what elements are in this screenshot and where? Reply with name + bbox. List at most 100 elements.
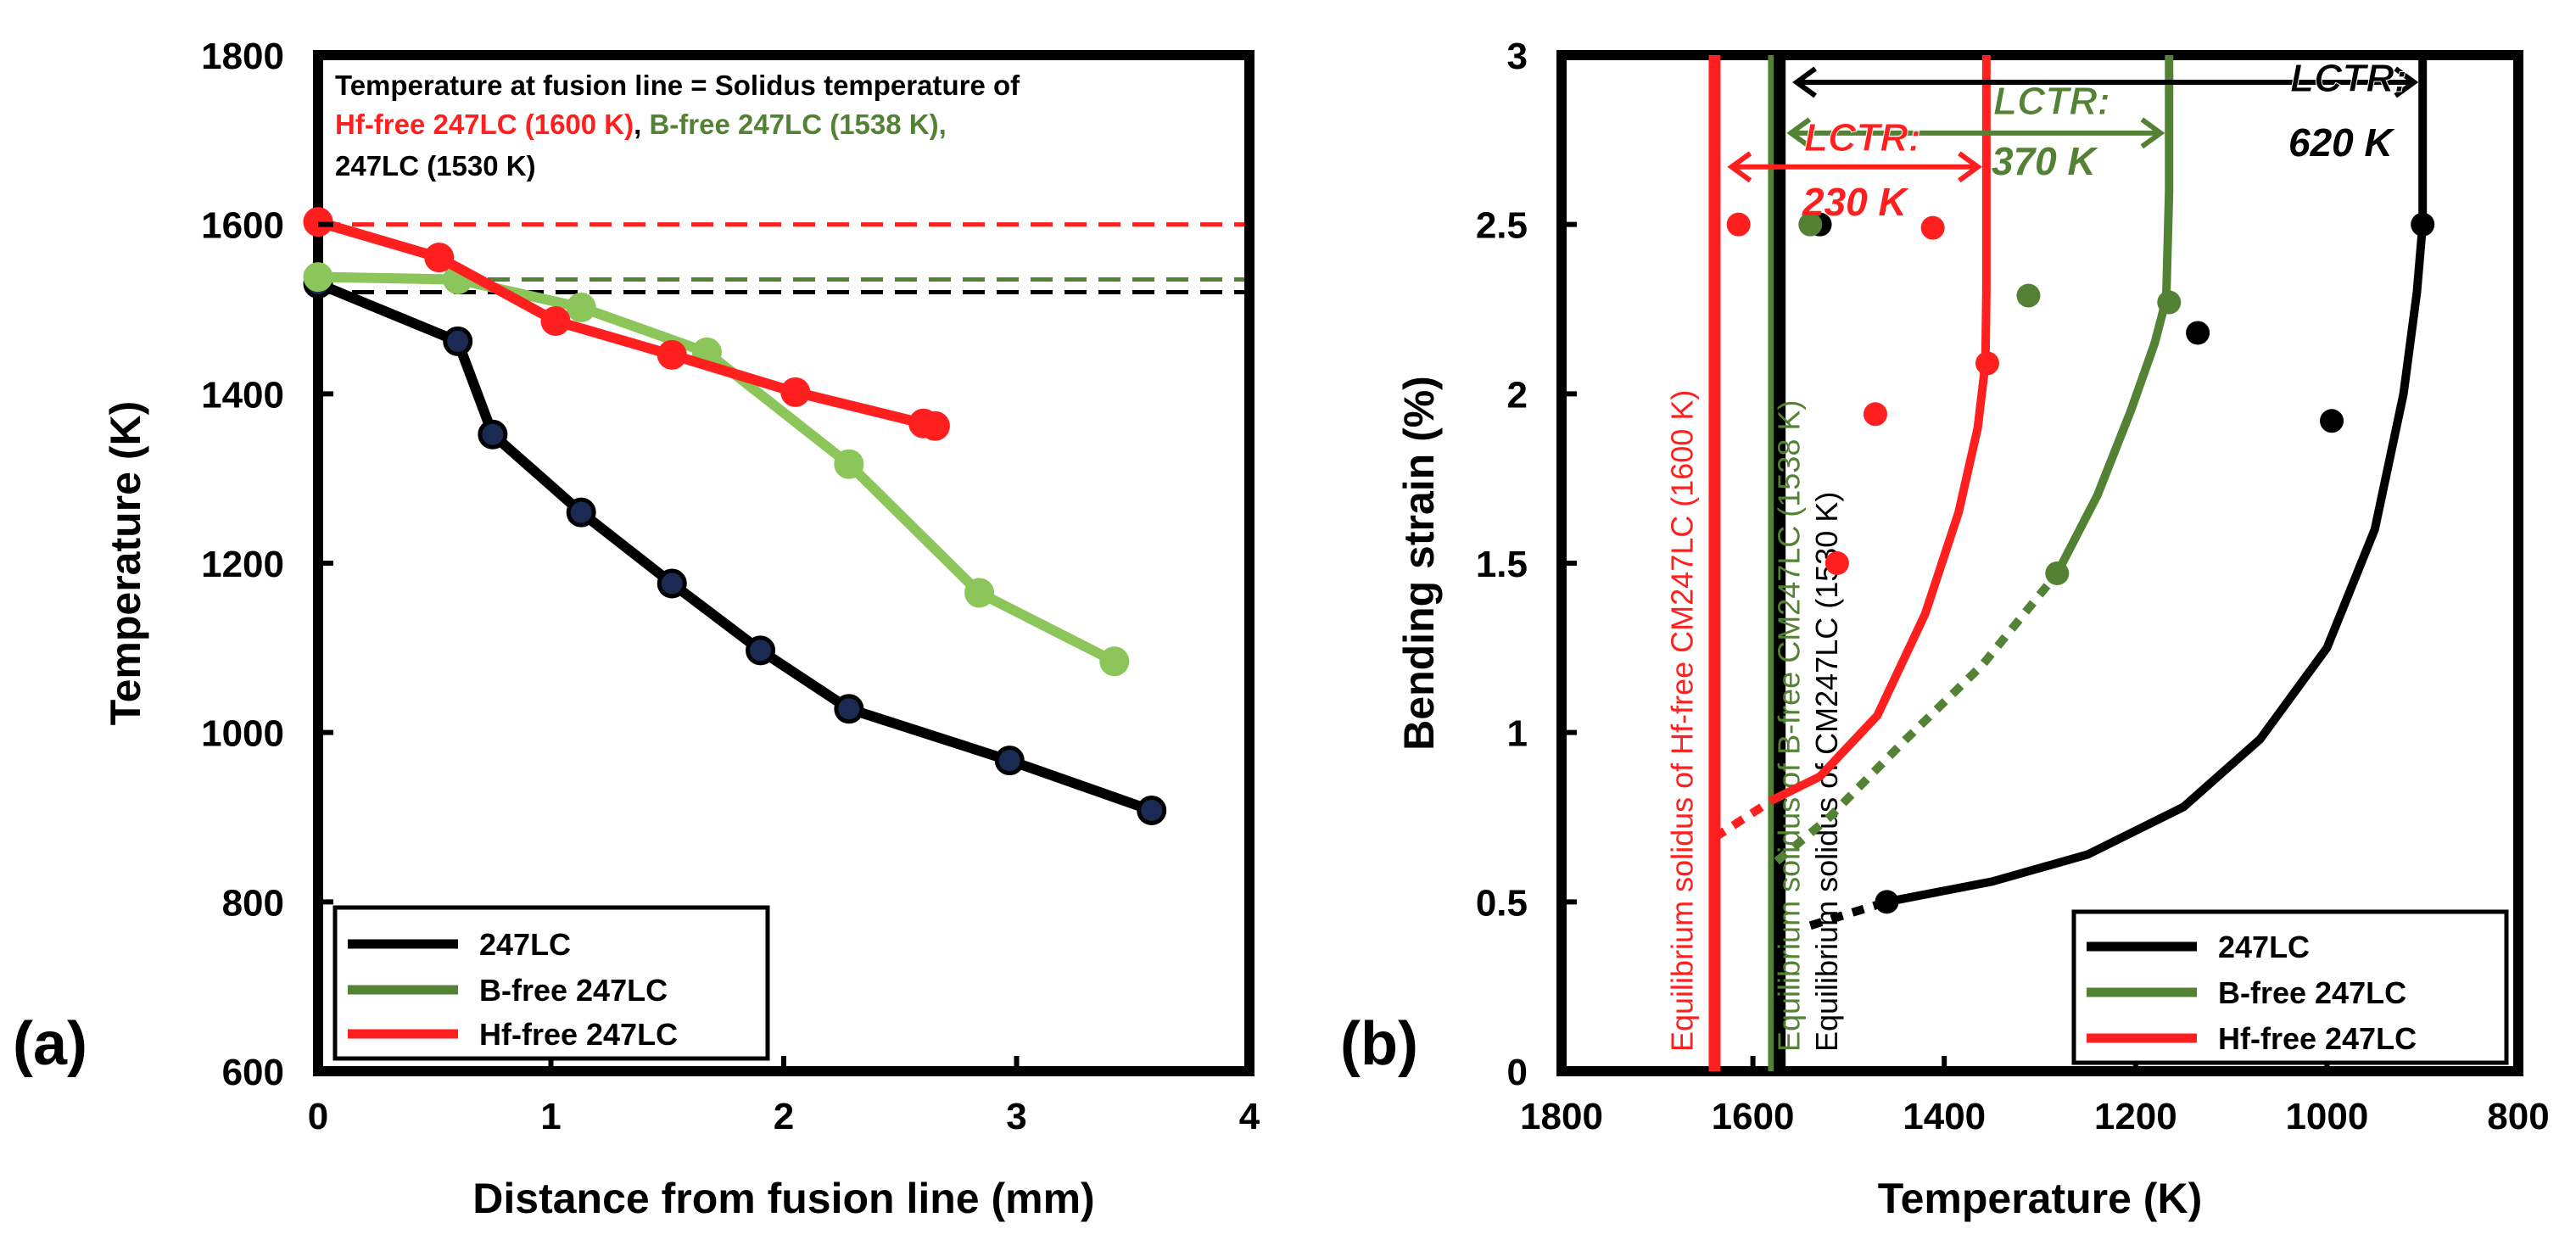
annotation-hf: Hf-free 247LC (1600 K) [335, 109, 634, 140]
ytick-label-a-1800: 1800 [201, 36, 284, 77]
point-247lc-4 [657, 568, 687, 599]
xtick-label-a-4: 4 [1239, 1096, 1260, 1137]
xtick-label-a-0: 0 [308, 1096, 328, 1137]
panel-b-lctr: LCTR: 620 K LCTR: 370 K LCTR: 230 K [1727, 56, 2419, 224]
ytick-label-b-3: 1.5 [1476, 544, 1528, 585]
fit-curve-b-free-247lc [2053, 55, 2174, 576]
panel-b-xlabel: Temperature (K) [1878, 1175, 2202, 1222]
point-247lc-6 [834, 694, 864, 724]
legend-a-label-hffree: Hf-free 247LC [479, 1017, 678, 1052]
point-247lc-2 [478, 419, 508, 450]
ytick-label-a-1200: 1200 [201, 544, 284, 585]
lctr-arrowhead-left-2 [1727, 151, 1752, 183]
panel-a-ylabel: Temperature (K) [102, 401, 149, 725]
panel-a-annotation-line3: 247LC (1530 K) [335, 150, 536, 182]
panel-a-annotation-line2: Hf-free 247LC (1600 K), B-free 247LC (15… [335, 109, 947, 140]
ytick-label-b-4: 2 [1507, 374, 1528, 416]
fit-curve-extrapolated-b-free-247lc [1774, 570, 2061, 865]
point-b-b-free-247lc-0 [1798, 212, 1823, 237]
point-b-free-247lc-4 [834, 449, 864, 479]
ytick-label-a-800: 800 [222, 882, 284, 924]
panel-b: Equilibrium solidus of Hf-free CM247LC (… [1340, 36, 2550, 1222]
point-b-hf-free-247lc-2 [1863, 402, 1887, 427]
ytick-label-a-1600: 1600 [201, 205, 284, 247]
solidus-label-hf-free-solidus: Equilibrium solidus of Hf-free CM247LC (… [1664, 390, 1699, 1052]
point-b-247lc-4 [2411, 212, 2435, 237]
fit-curve-extrapolated-247lc [1808, 897, 1888, 930]
point-b-hf-free-247lc-3 [1824, 551, 1849, 575]
point-247lc-8 [1137, 796, 1167, 826]
lctr-value-0: 620 K [2288, 120, 2395, 165]
ytick-label-b-5: 2.5 [1476, 205, 1528, 247]
panel-a: 600 800 1000 1200 1400 1600 1800 0 1 2 3 4 Tempera… [13, 36, 1260, 1222]
panel-b-curves [1712, 55, 2428, 930]
point-b-hf-free-247lc-1 [1920, 215, 1945, 240]
point-b-247lc-2 [2186, 321, 2210, 345]
point-b-hf-free-247lc-4 [1975, 351, 1999, 376]
panel-a-xlabel: Distance from fusion line (mm) [472, 1175, 1094, 1222]
lctr-arrowhead-left-1 [1786, 117, 1812, 149]
fit-curve-hf-free-247lc [1769, 55, 1991, 805]
xtick-label-b-1400: 1400 [1903, 1096, 1986, 1137]
point-247lc-5 [746, 635, 776, 666]
xtick-label-b-800: 800 [2487, 1096, 2549, 1137]
lctr-arrowhead-right-0 [2394, 66, 2419, 98]
lctr-value-1: 370 K [1992, 139, 2098, 183]
legend-b-label-247lc: 247LC [2218, 930, 2310, 964]
fit-curve-extrapolated-hf-free-247lc [1712, 796, 1774, 841]
annotation-b: B-free 247LC (1538 K) [649, 109, 938, 140]
lctr-label-0: LCTR: [2290, 56, 2407, 100]
lctr-arrowhead-left-0 [1792, 66, 1817, 98]
legend-a-label-247lc: 247LC [479, 927, 571, 962]
xtick-label-a-3: 3 [1006, 1096, 1026, 1137]
panel-b-xticks: 1800 1600 1400 1200 1000 800 [1520, 1056, 2550, 1137]
panel-a-legend: 247LC B-free 247LC Hf-free 247LC [332, 905, 770, 1061]
point-247lc-7 [994, 746, 1025, 776]
lctr-label-1: LCTR: [1993, 79, 2110, 123]
lctr-label-2: LCTR: [1804, 115, 1921, 159]
point-b-247lc-3 [2320, 409, 2344, 433]
xtick-label-b-1600: 1600 [1712, 1096, 1795, 1137]
panel-b-yticks: 0 0.5 1 1.5 2 2.5 3 [1476, 36, 1577, 1093]
point-b-free-247lc-0 [303, 262, 333, 293]
point-b-free-247lc-5 [964, 578, 995, 608]
panel-b-ylabel: Bending strain (%) [1395, 376, 1443, 751]
ytick-label-a-600: 600 [222, 1052, 284, 1093]
panel-a-annotation-line1: Temperature at fusion line = Solidus tem… [335, 70, 1020, 101]
annotation-sep2: , [939, 109, 947, 140]
panel-a-label: (a) [13, 1010, 87, 1078]
lctr-value-2: 230 K [1802, 180, 1909, 224]
ytick-label-b-1: 0.5 [1476, 882, 1528, 924]
point-b-b-free-247lc-1 [2045, 561, 2070, 585]
point-b-247lc-0 [1875, 890, 1899, 914]
annotation-sep1: , [634, 109, 649, 140]
point-hf-free-247lc-2 [540, 305, 571, 336]
lctr-arrowhead-right-2 [1958, 151, 1982, 183]
ytick-label-b-0: 0 [1507, 1052, 1528, 1093]
panel-b-points [1726, 212, 2435, 914]
point-hf-free-247lc-4 [780, 377, 811, 407]
legend-b-label-bfree: B-free 247LC [2218, 975, 2406, 1010]
ytick-label-b-6: 3 [1507, 36, 1528, 77]
point-b-free-247lc-6 [1099, 646, 1130, 677]
ytick-label-a-1400: 1400 [201, 374, 284, 416]
fit-curve-247lc [1886, 55, 2428, 907]
point-247lc-1 [443, 326, 473, 356]
point-hf-free-247lc-3 [657, 339, 687, 370]
ytick-label-a-1000: 1000 [201, 713, 284, 755]
xtick-label-b-1800: 1800 [1520, 1096, 1603, 1137]
point-hf-free-247lc-1 [424, 243, 455, 273]
legend-a-label-bfree: B-free 247LC [479, 973, 668, 1008]
point-b-free-247lc-2 [566, 293, 596, 323]
solidus-label-b-free-solidus: Equilibrium solidus of B-free CM247LC (1… [1771, 400, 1806, 1052]
xtick-label-b-1200: 1200 [2094, 1096, 2177, 1137]
point-247lc-3 [566, 497, 596, 528]
point-hf-free-247lc-6 [919, 411, 950, 441]
xtick-label-a-2: 2 [774, 1096, 794, 1137]
ytick-label-b-2: 1 [1507, 713, 1528, 755]
panel-a-yticks: 600 800 1000 1200 1400 1600 1800 [201, 36, 333, 1093]
panel-a-series [303, 207, 1167, 826]
xtick-label-b-1000: 1000 [2285, 1096, 2368, 1137]
point-b-b-free-247lc-2 [2016, 283, 2041, 308]
